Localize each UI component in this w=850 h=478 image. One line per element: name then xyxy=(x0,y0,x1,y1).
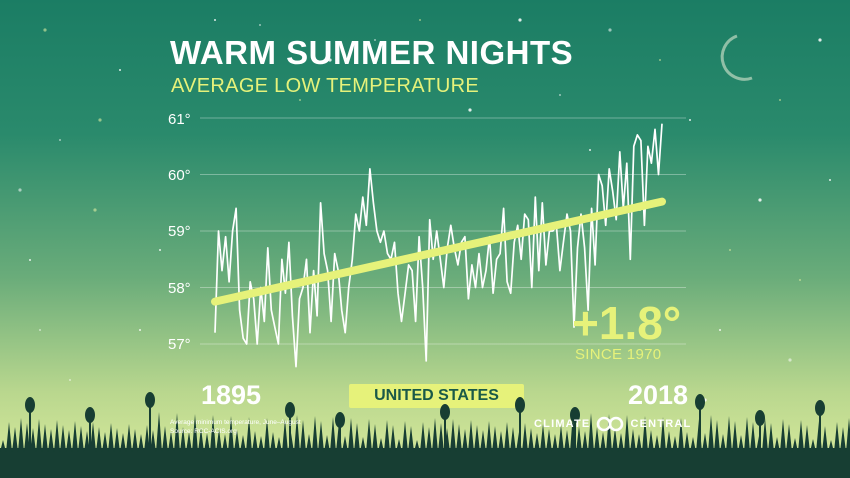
plant-head xyxy=(440,404,450,420)
star xyxy=(39,329,41,331)
star xyxy=(559,94,561,96)
chart-title: WARM SUMMER NIGHTS xyxy=(170,34,574,71)
footnote-source: Source: RCC-ACIS.org xyxy=(170,428,237,435)
star-field xyxy=(18,18,831,402)
star xyxy=(98,118,102,122)
source-footnote: Average minimum temperature, June–August… xyxy=(170,418,301,436)
star xyxy=(758,198,762,202)
star xyxy=(518,18,522,22)
y-tick-label: 57° xyxy=(168,336,191,353)
star xyxy=(159,249,161,251)
plant-head xyxy=(25,397,35,413)
star xyxy=(18,188,22,192)
plant-head xyxy=(695,394,705,410)
grass-foreground xyxy=(0,392,850,478)
star xyxy=(419,19,421,21)
region-selector[interactable]: UNITED STATES xyxy=(349,384,524,408)
climate-central-logo: CLIMATE CENTRAL xyxy=(534,416,691,432)
star xyxy=(779,99,781,101)
temperature-series-line xyxy=(214,123,663,368)
star xyxy=(719,329,721,331)
plant-head xyxy=(570,407,580,423)
change-since-label: SINCE 1970 xyxy=(575,346,662,363)
x-end-label: 2018 xyxy=(628,380,689,410)
star xyxy=(589,149,591,151)
star xyxy=(29,259,31,261)
plant-head xyxy=(815,400,825,416)
star xyxy=(139,329,141,331)
plant-head xyxy=(85,407,95,423)
star xyxy=(214,19,216,21)
plant-head xyxy=(335,412,345,428)
star xyxy=(729,249,731,251)
star xyxy=(468,108,472,112)
footnote-line: Average minimum temperature, June–August xyxy=(170,419,301,426)
star xyxy=(59,139,61,141)
chart-subtitle: AVERAGE LOW TEMPERATURE xyxy=(171,75,480,97)
grass-blades xyxy=(0,412,850,478)
y-tick-label: 61° xyxy=(168,111,191,128)
trend-line xyxy=(211,197,666,306)
y-tick-label: 59° xyxy=(168,223,191,240)
plant-head xyxy=(285,402,295,418)
plant-head xyxy=(755,410,765,426)
crescent-moon-icon xyxy=(720,34,753,81)
plant-head xyxy=(515,397,525,413)
star xyxy=(119,69,121,71)
star xyxy=(659,59,661,61)
star xyxy=(93,208,97,212)
plant-head xyxy=(145,392,155,408)
star xyxy=(328,58,332,62)
star xyxy=(689,119,691,121)
x-start-label: 1895 xyxy=(201,380,262,410)
y-tick-label: 58° xyxy=(168,280,191,297)
star xyxy=(374,39,376,41)
logo-text-right: CENTRAL xyxy=(630,418,692,430)
y-tick-label: 60° xyxy=(168,167,191,184)
star xyxy=(788,358,792,362)
star xyxy=(829,179,831,181)
logo-rings-icon xyxy=(597,416,624,432)
star xyxy=(818,38,822,42)
star xyxy=(259,24,261,26)
star xyxy=(499,47,501,49)
star xyxy=(799,279,801,281)
star xyxy=(299,99,301,101)
star xyxy=(608,28,612,32)
change-value: +1.8° xyxy=(572,297,682,349)
star xyxy=(69,379,71,381)
logo-text-left: CLIMATE xyxy=(534,418,591,430)
star xyxy=(43,28,47,32)
